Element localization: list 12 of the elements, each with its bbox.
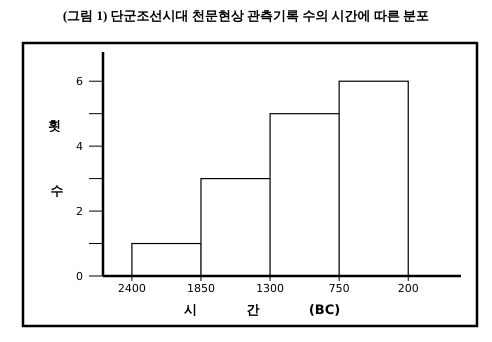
y-tick-label: 4 — [76, 140, 83, 154]
x-tick-label: 750 — [328, 282, 350, 295]
chart-title: (그림 1) 단군조선시대 천문현상 관측기록 수의 시간에 따른 분포 — [62, 8, 430, 23]
x-tick-label: 1850 — [186, 282, 215, 295]
y-tick-label: 2 — [76, 205, 83, 218]
y-tick-label: 6 — [76, 75, 83, 88]
x-tick-label: 200 — [398, 282, 419, 295]
x-axis-title: 시 간 (BC) — [184, 303, 340, 318]
y-tick-label: 0 — [76, 270, 83, 283]
x-tick-label: 2400 — [118, 282, 146, 295]
text: 횟 수 — [48, 119, 64, 199]
x-tick-label: 1300 — [256, 282, 284, 295]
